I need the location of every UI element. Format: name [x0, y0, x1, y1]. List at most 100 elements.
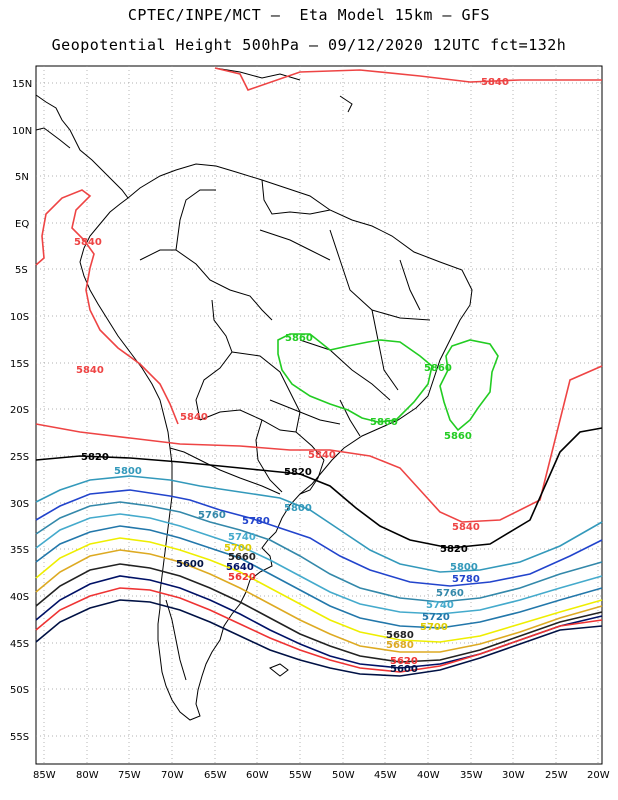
- contour-5820: [35, 427, 603, 549]
- lon-label: 85W: [33, 770, 56, 781]
- contour-5860-east: [439, 339, 499, 432]
- border: [169, 447, 281, 495]
- border: [139, 249, 273, 321]
- graticule: [36, 66, 602, 764]
- contour-label: 5860: [370, 417, 398, 428]
- contour-label: 5760: [436, 588, 464, 599]
- contour-label: 5720: [422, 612, 450, 623]
- map-frame: [35, 65, 603, 765]
- state-border: [329, 229, 431, 321]
- contour-label: 5660: [228, 552, 256, 563]
- border: [195, 299, 233, 421]
- contour-5660: [35, 563, 603, 663]
- border: [175, 189, 216, 251]
- border: [299, 459, 325, 495]
- lat-label: 15S: [10, 359, 29, 370]
- lat-label: 45S: [10, 639, 29, 650]
- contour-label: 5840: [308, 450, 336, 461]
- contour-label: 5800: [114, 466, 142, 477]
- lon-label: 80W: [76, 770, 99, 781]
- caribbean-islands: [214, 67, 301, 81]
- contour-5760: [35, 501, 603, 603]
- contour-5860: [277, 333, 433, 423]
- contour-label: 5840: [481, 77, 509, 88]
- lon-label: 55W: [289, 770, 312, 781]
- lon-label: 50W: [332, 770, 355, 781]
- contour-label: 5820: [81, 452, 109, 463]
- lon-label: 25W: [545, 770, 568, 781]
- lon-label: 30W: [502, 770, 525, 781]
- state-border: [269, 399, 341, 425]
- central-america-coast: [35, 94, 129, 199]
- contour-label: 5600: [390, 664, 418, 675]
- state-border: [399, 259, 421, 311]
- lon-label: 40W: [417, 770, 440, 781]
- latitude-labels: 15N 10N 5N EQ 5S 10S 15S 20S 25S 30S 35S…: [10, 79, 32, 743]
- south-america-coast: [79, 163, 473, 721]
- contour-5700: [35, 537, 603, 643]
- border: [165, 599, 187, 681]
- contour-label: 5680: [386, 630, 414, 641]
- border: [261, 179, 331, 215]
- coastlines: [35, 67, 473, 721]
- lat-label: 15N: [12, 79, 32, 90]
- contour-label: 5840: [180, 412, 208, 423]
- contour-label: 5760: [198, 510, 226, 521]
- contour-5780: [35, 489, 603, 587]
- contour-label: 5620: [228, 572, 256, 583]
- contour-5840-pacific: [35, 189, 179, 425]
- contour-label: 5840: [76, 365, 104, 376]
- lon-label: 35W: [460, 770, 483, 781]
- lon-label: 65W: [204, 770, 227, 781]
- contour-label: 5860: [424, 363, 452, 374]
- contour-label: 5620: [390, 656, 418, 667]
- contour-label: 5820: [284, 467, 312, 478]
- border: [255, 419, 283, 493]
- lat-label: 5N: [15, 172, 29, 183]
- state-border: [299, 339, 391, 401]
- contour-label: 5700: [420, 622, 448, 633]
- lon-label: 60W: [246, 770, 269, 781]
- contours: [35, 67, 603, 677]
- border: [231, 351, 301, 433]
- lon-label: 70W: [161, 770, 184, 781]
- contour-label: 5600: [176, 559, 204, 570]
- contour-label: 5740: [426, 600, 454, 611]
- central-america-pacific: [35, 127, 71, 149]
- lat-label: 5S: [15, 265, 28, 276]
- contour-label: 5860: [444, 431, 472, 442]
- lat-label: EQ: [15, 219, 29, 230]
- contour-5640: [35, 575, 603, 669]
- contour-5680: [35, 549, 603, 653]
- title-line-1: CPTEC/INPE/MCT – Eta Model 15km – GFS: [127, 6, 491, 24]
- contour-label: 5820: [440, 544, 468, 555]
- falkland-islands: [269, 663, 289, 677]
- lat-label: 35S: [10, 545, 29, 556]
- contour-5620: [35, 587, 603, 673]
- title-line-2: Geopotential Height 500hPa – 09/12/2020 …: [51, 36, 567, 54]
- lat-label: 25S: [10, 452, 29, 463]
- contour-label: 5740: [228, 532, 256, 543]
- lat-label: 55S: [10, 732, 29, 743]
- lat-label: 40S: [10, 592, 29, 603]
- lon-label: 45W: [374, 770, 397, 781]
- contour-labels: 5840 5840 5840 5840 5840 5840 5860 5860 …: [74, 77, 509, 675]
- lon-label: 20W: [587, 770, 610, 781]
- contour-label: 5680: [386, 640, 414, 651]
- lat-label: 10N: [12, 126, 32, 137]
- contour-label: 5860: [285, 333, 313, 344]
- contour-label: 5840: [74, 237, 102, 248]
- contour-5840-atlantic: [35, 365, 603, 523]
- state-border: [339, 399, 361, 437]
- lon-label: 75W: [118, 770, 141, 781]
- contour-label: 5640: [226, 562, 254, 573]
- lat-label: 20S: [10, 405, 29, 416]
- contour-label: 5800: [284, 503, 312, 514]
- lat-label: 10S: [10, 312, 29, 323]
- lat-label: 50S: [10, 685, 29, 696]
- contour-label: 5800: [450, 562, 478, 573]
- contour-label: 5780: [452, 574, 480, 585]
- contour-label: 5840: [452, 522, 480, 533]
- border: [199, 409, 325, 461]
